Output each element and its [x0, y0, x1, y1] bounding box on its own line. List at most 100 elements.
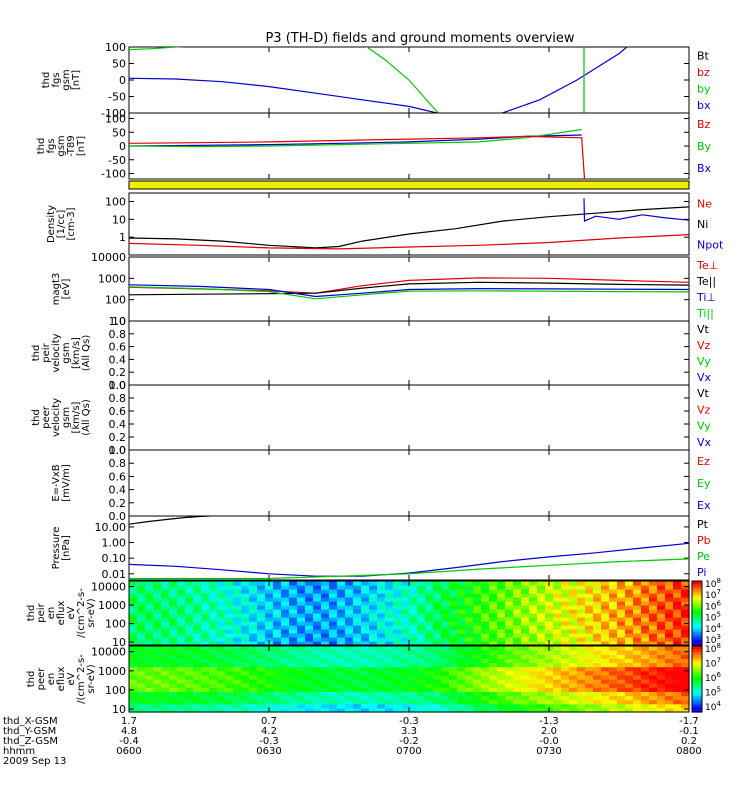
heatmap-cell [497, 646, 506, 651]
heatmap-cell [425, 679, 434, 684]
heatmap-cell [169, 674, 178, 680]
heatmap-cell [321, 641, 330, 646]
heatmap-cell [473, 641, 482, 646]
heatmap-cell [249, 662, 258, 668]
heatmap-cell [329, 670, 338, 676]
heatmap-cell [129, 654, 138, 659]
heatmap-cell [537, 674, 546, 680]
heatmap-cell [305, 581, 314, 586]
heatmap-cell [209, 679, 218, 684]
heatmap-cell [345, 703, 354, 709]
heatmap-cell [177, 679, 186, 684]
heatmap-cell [593, 597, 602, 602]
heatmap-cell [369, 707, 378, 713]
heatmap-cell [641, 613, 650, 618]
y-tick-label: 1000 [98, 272, 126, 285]
heatmap-cell [169, 633, 178, 638]
heatmap-cell [265, 621, 274, 626]
heatmap-cell [481, 641, 490, 646]
heatmap-cell [273, 646, 282, 651]
colorbar-exponent: 4 [716, 700, 721, 708]
heatmap-cell [593, 658, 602, 664]
heatmap-cell [345, 605, 354, 610]
heatmap-cell [305, 666, 314, 672]
heatmap-cell [145, 707, 154, 713]
heatmap-cell [233, 605, 242, 610]
heatmap-cell [505, 699, 514, 705]
heatmap-cell [265, 597, 274, 602]
heatmap-cell [185, 605, 194, 610]
heatmap-cell [225, 670, 234, 676]
heatmap-cell [537, 621, 546, 626]
heatmap-cell [577, 654, 586, 659]
heatmap-cell [441, 683, 450, 688]
heatmap-cell [185, 609, 194, 614]
heatmap-cell [273, 601, 282, 606]
heatmap-cell [609, 699, 618, 705]
heatmap-cell [465, 601, 474, 606]
heatmap-cell [625, 589, 634, 594]
heatmap-cell [625, 650, 634, 655]
heatmap-cell [169, 609, 178, 614]
heatmap-cell [129, 695, 138, 701]
heatmap-cell [609, 633, 618, 638]
heatmap-cell [497, 589, 506, 594]
heatmap-cell [393, 605, 402, 610]
heatmap-cell [217, 691, 226, 697]
heatmap-cell [457, 670, 466, 676]
heatmap-cell [241, 601, 250, 606]
heatmap-cell [401, 581, 410, 586]
heatmap-cell [201, 637, 210, 642]
heatmap-cell [433, 625, 442, 630]
heatmap-cell [521, 625, 530, 630]
heatmap-cell [393, 670, 402, 676]
heatmap-cell [449, 585, 458, 590]
heatmap-cell [249, 666, 258, 672]
heatmap-cell [609, 707, 618, 713]
heatmap-cell [209, 629, 218, 634]
heatmap-cell [449, 683, 458, 688]
heatmap-cell [625, 637, 634, 642]
heatmap-cell [649, 605, 658, 610]
heatmap-cell [665, 691, 674, 697]
heatmap-cell [281, 699, 290, 705]
heatmap-cell [433, 703, 442, 709]
heatmap-cell [177, 585, 186, 590]
heatmap-cell [617, 679, 626, 684]
heatmap-cell [209, 597, 218, 602]
heatmap-cell [505, 605, 514, 610]
heatmap-cell [273, 593, 282, 598]
x-row-value: -0.3 [259, 736, 279, 747]
heatmap-cell [473, 637, 482, 642]
heatmap-cell [513, 581, 522, 586]
heatmap-cell [681, 703, 690, 709]
heatmap-cell [465, 683, 474, 688]
heatmap-cell [169, 699, 178, 705]
heatmap-cell [545, 691, 554, 697]
heatmap-cell [265, 683, 274, 688]
heatmap-cell [385, 581, 394, 586]
heatmap-cell [369, 629, 378, 634]
colorbar-cell [692, 623, 702, 627]
heatmap-cell [313, 609, 322, 614]
heatmap-cell [433, 605, 442, 610]
heatmap-cell [313, 637, 322, 642]
heatmap-cell [553, 609, 562, 614]
heatmap-cell [265, 658, 274, 664]
heatmap-cell [129, 683, 138, 688]
heatmap-cell [217, 629, 226, 634]
heatmap-cell [297, 674, 306, 680]
heatmap-cell [529, 629, 538, 634]
heatmap-cell [601, 662, 610, 668]
heatmap-cell [489, 601, 498, 606]
heatmap-cell [313, 589, 322, 594]
y-tick-label: 1000 [98, 599, 126, 612]
heatmap-cell [281, 670, 290, 676]
heatmap-cell [665, 629, 674, 634]
heatmap-cell [385, 633, 394, 638]
heatmap-cell [337, 691, 346, 697]
heatmap-cell [377, 654, 386, 659]
heatmap-cell [673, 699, 682, 705]
panel-frame [128, 320, 690, 386]
y-tick-label: 1.00 [102, 537, 127, 550]
